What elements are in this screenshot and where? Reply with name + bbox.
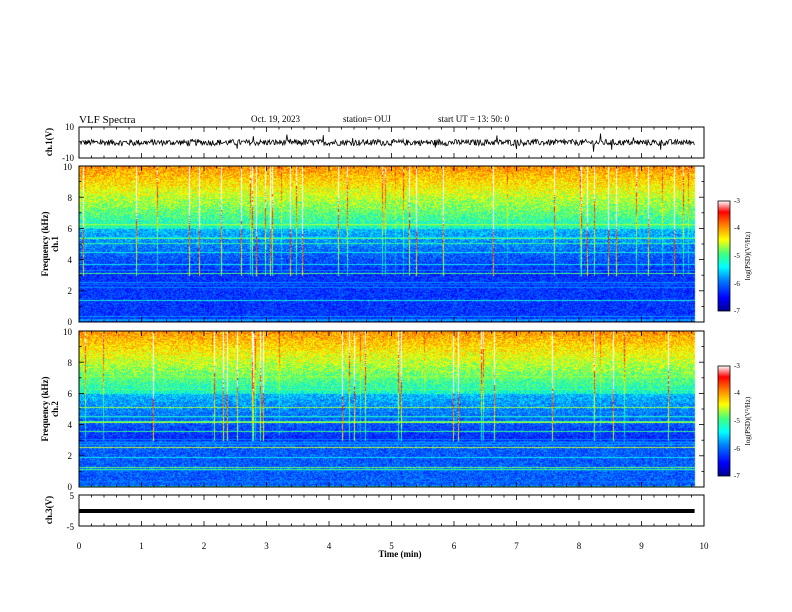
- ch2-colorbar: [718, 366, 730, 476]
- ch1-ytick-bottom: -10: [62, 153, 74, 163]
- date-label: Oct. 19, 2023: [251, 114, 300, 124]
- ch3-ytick-top: 5: [70, 491, 75, 501]
- ch3-ylabel: ch.3(V): [44, 496, 54, 524]
- time-xtick-label: 6: [452, 541, 457, 551]
- ch1-waveform-panel: 10 -10 ch.1(V): [44, 122, 705, 163]
- ch3-ytick-bottom: -5: [67, 522, 75, 532]
- ch1-waveform-ticks: [78, 127, 705, 158]
- ch3-waveform-trace: [79, 509, 695, 513]
- ch2-spec-ylabel-ch: ch.2: [50, 401, 60, 417]
- ch2-cb-tick-7: -7: [734, 472, 740, 480]
- ch2-spectrogram-ticks: [78, 330, 705, 488]
- figure-title: VLF Spectra: [79, 114, 136, 126]
- ch2-spec-ytick-2: 2: [68, 451, 73, 461]
- ch2-colorbar-label: log(PSD)(V²/Hz): [744, 396, 752, 445]
- ch2-cb-tick-3: -3: [734, 362, 740, 370]
- time-xtick-label: 8: [577, 541, 582, 551]
- time-xtick-label: 0: [77, 541, 82, 551]
- time-xtick-label: 7: [514, 541, 519, 551]
- ch1-colorbar-frame: [717, 200, 731, 312]
- ch1-cb-tick-4: -4: [734, 224, 740, 232]
- ch1-spec-ylabel-frequency: Frequency (kHz): [40, 211, 50, 276]
- ch1-colorbar: [718, 201, 730, 311]
- ch1-cb-tick-6: -6: [734, 280, 740, 288]
- ch2-spectrogram-ytick-labels: 0 2 4 6 8 10: [63, 327, 73, 492]
- ch1-spec-ytick-0: 0: [68, 317, 73, 327]
- time-xtick-label: 2: [202, 541, 207, 551]
- ch2-cb-tick-4: -4: [734, 389, 740, 397]
- time-xtick-label: 1: [139, 541, 144, 551]
- ch2-spectrogram-panel: 0 2 4 6 8 10 ch.2 Frequency (kHz) -3 -4 …: [40, 327, 752, 492]
- ch1-spec-ytick-8: 8: [68, 193, 73, 203]
- ch1-ylabel: ch.1(V): [44, 128, 54, 156]
- ch1-colorbar-label: log(PSD)(V²/Hz): [744, 231, 752, 280]
- ch2-spec-ytick-4: 4: [68, 420, 73, 430]
- ch1-waveform-trace: [78, 133, 695, 152]
- time-axis-label: Time (min): [378, 549, 421, 559]
- ch2-colorbar-frame: [717, 365, 731, 477]
- ch2-spec-ytick-0: 0: [68, 482, 73, 492]
- ch1-spec-ylabel-ch: ch.1: [50, 236, 60, 252]
- ch3-waveform-panel: 5 -5 ch.3(V): [44, 491, 705, 532]
- ch1-spec-ytick-10: 10: [63, 162, 73, 172]
- ch1-cb-tick-3: -3: [734, 197, 740, 205]
- ch1-spec-ytick-6: 6: [68, 224, 73, 234]
- time-xtick-label: 4: [327, 541, 332, 551]
- ch1-spec-ytick-4: 4: [68, 255, 73, 265]
- time-xtick-label: 3: [264, 541, 269, 551]
- ch2-cb-tick-6: -6: [734, 445, 740, 453]
- ch1-cb-tick-7: -7: [734, 307, 740, 315]
- ch1-spectrogram-ytick-labels: 0 2 4 6 8 10: [63, 162, 73, 327]
- ch1-spec-ytick-2: 2: [68, 286, 73, 296]
- ch2-spec-ylabel-frequency: Frequency (kHz): [40, 376, 50, 441]
- ch2-spec-ytick-8: 8: [68, 358, 73, 368]
- time-axis-tick-labels: 0 1 2 3 4 5 6 7 8 9 10: [77, 541, 709, 551]
- ch2-spec-ytick-10: 10: [63, 327, 73, 337]
- station-label: station= OUJ: [343, 114, 391, 124]
- ch1-spectrogram-panel: 0 2 4 6 8 10 ch.1 Frequency (kHz) -3 -4 …: [40, 162, 752, 327]
- time-xtick-label: 9: [639, 541, 644, 551]
- time-xtick-label: 10: [700, 541, 710, 551]
- ch1-ytick-top: 10: [65, 122, 75, 132]
- ch2-spectrogram-image: [79, 331, 704, 487]
- ch1-spectrogram-ticks: [78, 165, 705, 323]
- time-xtick-label: 5: [389, 541, 394, 551]
- start-time-label: start UT = 13: 50: 0: [438, 114, 510, 124]
- ch1-spectrogram-image: [79, 166, 704, 322]
- ch2-spec-ytick-6: 6: [68, 389, 73, 399]
- ch3-waveform-ticks: [78, 495, 705, 526]
- ch1-cb-tick-5: -5: [734, 252, 740, 260]
- ch2-cb-tick-5: -5: [734, 417, 740, 425]
